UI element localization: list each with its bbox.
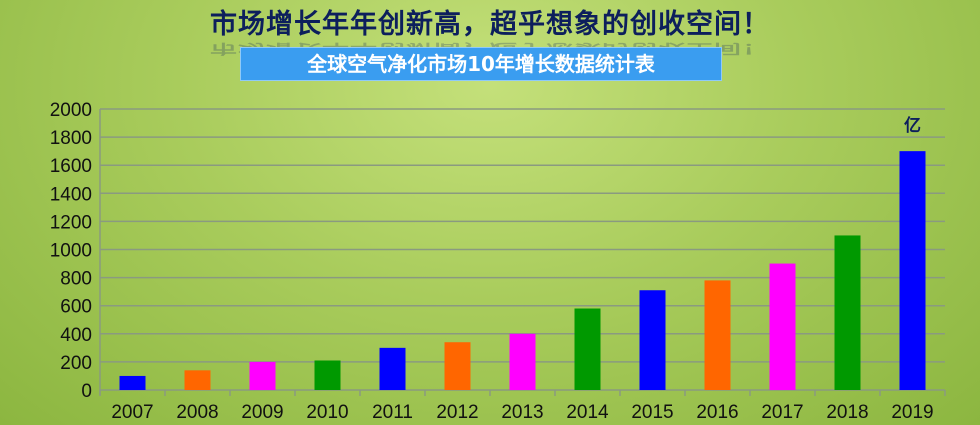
x-tick-label: 2013: [501, 402, 543, 423]
x-tick-label: 2008: [176, 402, 218, 423]
x-tick-label: 2015: [631, 402, 673, 423]
bar-2008: [184, 370, 211, 390]
bar-2009: [249, 361, 276, 390]
bar-2017: [769, 263, 796, 390]
bar-2015: [639, 290, 666, 390]
bar-2019: [899, 151, 926, 390]
x-tick-label: 2014: [566, 402, 609, 423]
x-tick-label: 2012: [436, 402, 478, 423]
y-tick-label: 1800: [50, 128, 92, 149]
bar-2012: [444, 342, 471, 390]
x-tick-label: 2016: [696, 402, 738, 423]
y-tick-label: 2000: [50, 100, 92, 121]
bar-2011: [379, 347, 406, 390]
headline: 市场增长年年创新高，超乎想象的创收空间！: [210, 9, 770, 40]
x-tick-label: 2019: [891, 402, 933, 423]
bar-2007: [119, 375, 146, 390]
y-tick-label: 1000: [50, 241, 92, 262]
y-tick-label: 1200: [50, 212, 92, 233]
bar-2018: [834, 235, 861, 390]
y-tick-label: 0: [81, 381, 92, 402]
y-tick-label: 200: [60, 353, 92, 374]
y-tick-label: 600: [60, 297, 92, 318]
x-tick-label: 2011: [372, 402, 413, 423]
x-tick-label: 2007: [111, 402, 153, 423]
x-tick-label: 2017: [761, 402, 803, 423]
y-tick-label: 1400: [50, 184, 92, 205]
y-tick-label: 400: [60, 325, 92, 346]
bar-2013: [509, 333, 536, 390]
bar-2010: [314, 360, 341, 390]
chart-title: 全球空气净化市场10年增长数据统计表: [240, 47, 722, 81]
bar-2016: [704, 280, 731, 390]
y-tick-label: 1600: [50, 156, 92, 177]
y-tick-label: 800: [60, 269, 92, 290]
x-tick-label: 2018: [826, 402, 868, 423]
x-tick-label: 2009: [241, 402, 283, 423]
unit-label: 亿: [904, 115, 921, 136]
x-tick-label: 2010: [306, 402, 348, 423]
bar-2014: [574, 308, 601, 390]
